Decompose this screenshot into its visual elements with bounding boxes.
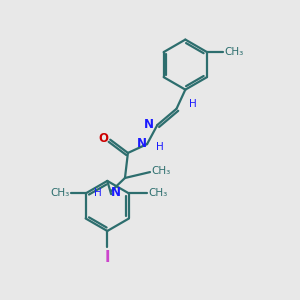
Text: N: N (111, 186, 121, 199)
Text: H: H (157, 142, 164, 152)
Text: CH₃: CH₃ (50, 188, 69, 198)
Text: CH₃: CH₃ (148, 188, 167, 198)
Text: CH₃: CH₃ (225, 47, 244, 57)
Text: H: H (94, 188, 101, 198)
Text: H: H (189, 99, 196, 110)
Text: O: O (98, 132, 108, 145)
Text: N: N (144, 118, 154, 131)
Text: N: N (137, 137, 147, 150)
Text: I: I (105, 250, 110, 265)
Text: CH₃: CH₃ (152, 167, 171, 176)
